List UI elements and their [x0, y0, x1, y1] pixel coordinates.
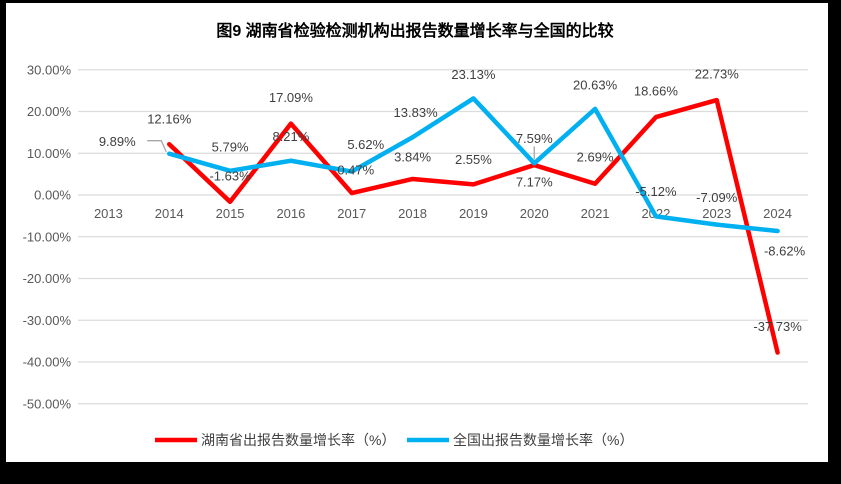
- data-label: 5.79%: [212, 139, 249, 154]
- legend-label-hunan: 湖南省出报告数量增长率（%）: [201, 432, 395, 448]
- data-label: 2.69%: [577, 149, 614, 164]
- data-label: 22.73%: [695, 67, 740, 82]
- x-tick-label: 2021: [581, 206, 610, 221]
- data-label: 17.09%: [269, 90, 314, 105]
- data-label: -7.09%: [696, 190, 738, 205]
- y-tick-label: 10.00%: [27, 146, 72, 161]
- x-tick-label: 2020: [520, 206, 549, 221]
- x-tick-label: 2016: [276, 206, 305, 221]
- data-label: 2.55%: [455, 152, 492, 167]
- x-tick-label: 2017: [337, 206, 366, 221]
- data-label: 9.89%: [99, 134, 136, 149]
- series-line-hunan: [167, 97, 780, 355]
- legend: 湖南省出报告数量增长率（%） 全国出报告数量增长率（%）: [155, 432, 633, 448]
- legend-label-national: 全国出报告数量增长率（%）: [453, 432, 633, 448]
- data-label: 0.47%: [337, 163, 374, 178]
- plot-area: 30.00% 20.00% 10.00% 0.00% -10.00% -20.00% -30…: [23, 62, 808, 411]
- data-label: 18.66%: [634, 84, 679, 99]
- x-tick-label: 2018: [398, 206, 427, 221]
- data-label: -8.62%: [764, 243, 806, 258]
- leader-line: [147, 140, 167, 152]
- data-label: 5.62%: [347, 137, 384, 152]
- y-tick-label: -20.00%: [23, 271, 72, 286]
- x-tick-label: 2019: [459, 206, 488, 221]
- y-tick-label: -40.00%: [23, 355, 72, 370]
- y-tick-label: 30.00%: [27, 62, 72, 77]
- chart-canvas: [6, 3, 828, 462]
- data-label: 23.13%: [451, 67, 496, 82]
- data-label: -37.73%: [753, 319, 802, 334]
- y-tick-label: 0.00%: [34, 188, 71, 203]
- chart-title: 图9 湖南省检验检测机构出报告数量增长率与全国的比较: [216, 21, 613, 40]
- data-label: -5.12%: [635, 184, 677, 199]
- data-label: 12.16%: [147, 112, 192, 127]
- x-tick-label: 2013: [94, 206, 123, 221]
- series-line-national: [167, 96, 780, 234]
- y-tick-label: 20.00%: [27, 104, 72, 119]
- data-label: 7.59%: [516, 131, 553, 146]
- x-tick-label: 2014: [155, 206, 184, 221]
- x-tick-label: 2024: [763, 206, 792, 221]
- y-tick-label: -50.00%: [23, 396, 72, 411]
- data-label: 8.21%: [272, 129, 309, 144]
- x-tick-label: 2023: [702, 206, 731, 221]
- data-label: 13.83%: [394, 105, 439, 120]
- data-label: -1.63%: [209, 168, 251, 183]
- y-tick-label: -30.00%: [23, 313, 72, 328]
- data-label: 20.63%: [573, 77, 618, 92]
- x-tick-label: 2015: [216, 206, 245, 221]
- y-tick-label: -10.00%: [23, 229, 72, 244]
- data-label: 7.17%: [516, 175, 553, 190]
- data-label: 3.84%: [394, 149, 431, 164]
